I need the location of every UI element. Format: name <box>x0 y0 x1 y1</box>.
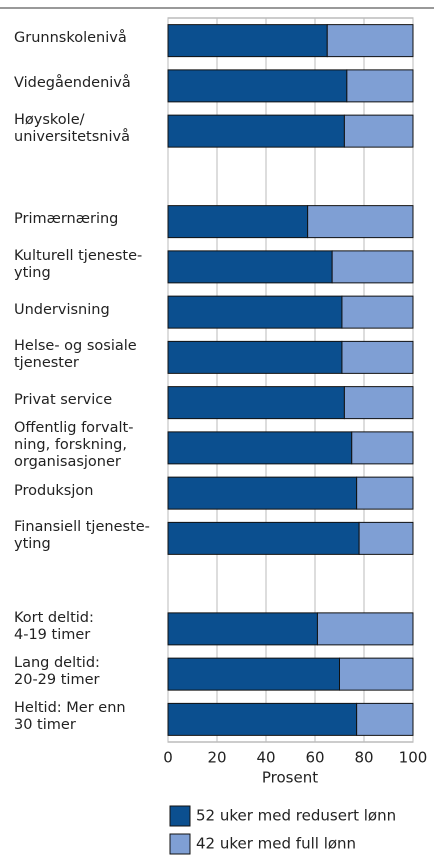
category-label: Høyskole/ universitetsnivå <box>14 112 130 146</box>
category-label: Helse- og sosiale tjenester <box>14 338 137 372</box>
bar <box>167 114 345 148</box>
x-tick-label: 100 <box>399 749 428 767</box>
bar <box>167 205 309 239</box>
bar <box>167 250 333 284</box>
legend-label: 42 uker med full lønn <box>196 835 356 853</box>
bar <box>167 612 318 646</box>
bar <box>167 521 360 555</box>
bar <box>167 657 340 691</box>
bar <box>307 205 414 239</box>
category-label: Offentlig forvalt- ning, forskning, orga… <box>14 420 134 471</box>
category-label: Undervisning <box>14 301 110 318</box>
category-label: Grunnskolenivå <box>14 30 127 47</box>
x-tick-label: 20 <box>207 749 226 767</box>
bar <box>346 69 414 103</box>
x-tick-label: 0 <box>163 749 173 767</box>
bar <box>167 431 353 465</box>
bar <box>167 386 345 420</box>
bar <box>343 114 414 148</box>
x-tick-label: 80 <box>354 749 373 767</box>
category-label: Lang deltid: 20-29 timer <box>14 655 100 689</box>
category-label: Kort deltid: 4-19 timer <box>14 609 94 643</box>
bar <box>167 69 348 103</box>
bar <box>356 476 414 510</box>
category-label: Finansiell tjeneste- yting <box>14 519 150 553</box>
bar <box>316 612 414 646</box>
bar <box>326 24 414 58</box>
bar <box>341 340 414 374</box>
bar <box>343 386 414 420</box>
category-label: Privat service <box>14 392 113 409</box>
bar <box>339 657 414 691</box>
bar <box>167 702 358 736</box>
legend-swatch <box>169 833 191 855</box>
category-label: Videgåendenivå <box>14 75 131 92</box>
bar <box>351 431 414 465</box>
category-label: Produksjon <box>14 482 94 499</box>
bar <box>167 476 358 510</box>
category-label: Kulturell tjeneste- yting <box>14 247 143 281</box>
x-axis-label: Prosent <box>262 769 318 787</box>
bar <box>167 295 343 329</box>
x-tick-label: 60 <box>305 749 324 767</box>
category-label: Primærnæring <box>14 211 119 228</box>
bar <box>331 250 414 284</box>
bar <box>167 340 343 374</box>
bar <box>358 521 414 555</box>
category-label: Heltid: Mer enn 30 timer <box>14 700 126 734</box>
x-tick-label: 40 <box>256 749 275 767</box>
legend-swatch <box>169 805 191 827</box>
bar <box>341 295 414 329</box>
legend-label: 52 uker med redusert lønn <box>196 807 396 825</box>
bar <box>356 702 414 736</box>
bar <box>167 24 328 58</box>
